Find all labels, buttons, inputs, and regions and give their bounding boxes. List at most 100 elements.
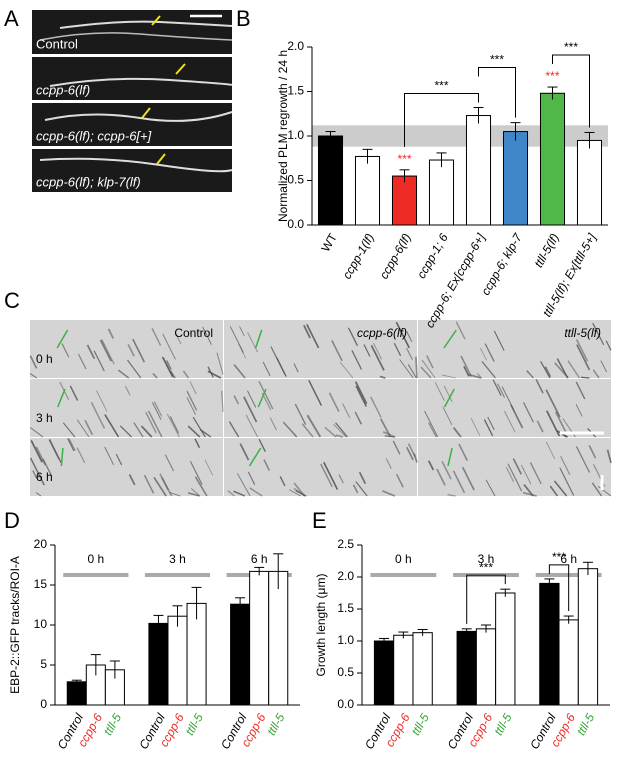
kymograph-streak xyxy=(228,421,240,438)
kymograph-streak xyxy=(249,487,263,497)
kymograph-streak xyxy=(133,422,144,438)
kymograph-streak xyxy=(145,411,157,434)
kymograph-streak xyxy=(233,364,246,379)
kymograph xyxy=(30,438,223,496)
kymograph-streak xyxy=(351,349,363,370)
row-label: 0 h xyxy=(36,352,53,366)
kymograph-streak xyxy=(233,490,246,497)
kymograph-streak xyxy=(395,473,404,488)
kymograph-streak xyxy=(306,414,322,438)
kymograph-streak xyxy=(143,474,155,494)
kymograph-streak xyxy=(152,372,158,379)
kymograph-streak xyxy=(382,431,396,438)
kymograph-streak xyxy=(424,410,439,438)
x-tick-label: ttll-5 xyxy=(491,711,515,738)
kymograph-streak xyxy=(487,416,495,431)
kymograph-streak xyxy=(152,402,162,420)
kymograph-streak xyxy=(428,422,437,438)
kymograph-streak xyxy=(132,338,146,363)
neuron xyxy=(59,20,233,29)
kymograph-streak xyxy=(545,389,561,418)
kymograph-streak xyxy=(77,353,87,370)
bar xyxy=(539,582,560,706)
kymograph-streak xyxy=(128,474,136,486)
kymograph-streak xyxy=(306,324,320,349)
kymograph-streak xyxy=(233,395,240,405)
significance-marker: *** xyxy=(545,69,559,83)
track-highlight xyxy=(443,329,457,349)
track-highlight xyxy=(257,388,267,408)
kymograph-streak xyxy=(540,360,551,379)
kymograph-streak xyxy=(182,370,190,379)
kymograph-streak xyxy=(458,443,468,462)
kymograph-streak xyxy=(119,425,133,438)
arrow xyxy=(175,63,186,75)
kymograph-streak xyxy=(303,324,311,339)
y-axis-label: Normalized PLM regrowth / 24 h xyxy=(276,50,290,222)
significance-label: *** xyxy=(490,53,504,67)
kymograph-streak xyxy=(90,401,106,429)
kymograph-streak xyxy=(239,326,245,337)
bar xyxy=(167,615,188,706)
kymograph-streak xyxy=(32,470,38,479)
kymograph-streak xyxy=(520,464,532,485)
kymograph-streak xyxy=(262,361,271,376)
kymograph-streak xyxy=(35,492,42,497)
kymograph-streak xyxy=(308,379,323,406)
kymograph-streak xyxy=(554,411,567,434)
y-tick-label: 5 xyxy=(40,657,47,671)
kymograph-streak xyxy=(243,396,258,423)
significance-marker: *** xyxy=(397,152,411,166)
kymograph-streak xyxy=(415,356,418,379)
kymograph-streak xyxy=(452,470,466,494)
group-label: 0 h xyxy=(395,552,412,566)
bar xyxy=(393,634,414,706)
significance-bracket xyxy=(548,564,570,612)
kymograph-streak xyxy=(269,417,277,431)
kymograph-streak xyxy=(407,364,417,379)
bar xyxy=(576,139,603,226)
kymograph-streak xyxy=(463,365,470,377)
kymograph-streak xyxy=(481,361,497,379)
kymograph-streak xyxy=(328,392,340,412)
kymograph-streak xyxy=(370,396,382,418)
kymograph-streak xyxy=(363,344,371,357)
bar xyxy=(373,640,395,706)
micrograph xyxy=(32,10,232,54)
kymograph-streak xyxy=(190,488,201,497)
kymograph-streak xyxy=(187,425,201,438)
x-tick-label: ttll-5 xyxy=(574,711,598,738)
kymograph-streak xyxy=(507,463,523,492)
kymograph-streak xyxy=(512,458,522,475)
kymograph-streak xyxy=(104,446,115,466)
panel-a-images: Control ccpp-6(lf) ccpp-6(lf); ccpp-6[+]… xyxy=(32,10,233,192)
kymograph-streak xyxy=(86,344,96,360)
x-tick-label: WT xyxy=(318,231,340,255)
arrow xyxy=(156,153,166,165)
kymograph-streak xyxy=(147,410,163,438)
kymograph-streak xyxy=(447,493,456,497)
kymograph-streak xyxy=(125,385,131,396)
bar xyxy=(475,628,497,706)
group-label: 3 h xyxy=(169,552,186,566)
kymograph-streak xyxy=(140,425,153,438)
panel-c-images: Control ccpp-6(lf) ttll-5(lf) 0 h 3 h 6 h xyxy=(29,320,612,497)
kymograph-streak xyxy=(216,352,224,375)
kymograph-streak xyxy=(575,339,589,362)
neuron xyxy=(49,77,233,87)
kymograph-streak xyxy=(526,370,534,379)
group-label: 6 h xyxy=(560,552,577,566)
kymograph-streak xyxy=(76,447,86,464)
y-tick-label: 1.5 xyxy=(287,84,304,98)
kymograph-streak xyxy=(29,372,38,379)
row-label: 6 h xyxy=(36,470,53,484)
y-tick-label: 10 xyxy=(34,617,48,631)
significance-bracket xyxy=(552,54,590,128)
kymograph-streak xyxy=(153,401,163,417)
y-axis-label: EBP-2::GFP tracks/ROI-A xyxy=(8,556,22,694)
kymograph-streak xyxy=(554,362,569,379)
kymograph-streak xyxy=(581,376,590,379)
x-tick-label: ccpp-6(lf) xyxy=(377,231,414,281)
significance-label: *** xyxy=(479,560,493,574)
